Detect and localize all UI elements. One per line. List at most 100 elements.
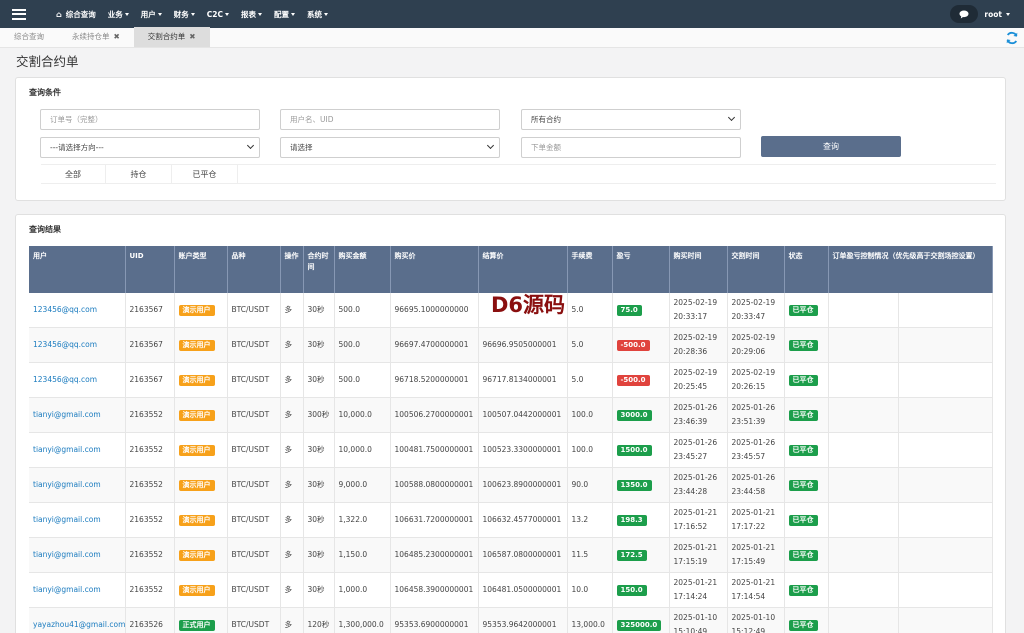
user-link[interactable]: 123456@qq.com (29, 362, 126, 398)
amount-input[interactable]: 下单金额 (521, 137, 741, 158)
settle-price-cell: 106632.4577000001 (478, 502, 568, 538)
query-panel: 查询条件 订单号（完整） 用户名、UID 所有合约 ---请选择方向--- 请选… (15, 77, 1006, 201)
chevron-down-icon (124, 12, 129, 16)
buy-time-cell: 2025-01-26 23:45:27 (669, 432, 728, 468)
account-type-cell: 演示用户 (174, 293, 228, 328)
control-cell (828, 397, 899, 433)
nav-item-5[interactable]: 报表 (241, 9, 262, 20)
user-link[interactable]: yayazhou41@gmail.com (29, 607, 126, 633)
table-row: 123456@qq.com 2163567 演示用户 BTC/USDT 多 30秒 500.… (29, 293, 993, 328)
direction-cell: 多 (280, 362, 304, 398)
filter-tab-1[interactable]: 持仓 (106, 165, 172, 183)
order-no-input[interactable]: 订单号（完整） (40, 109, 260, 130)
pnl-badge: -500.0 (616, 375, 650, 386)
column-header: 手续费 (567, 246, 613, 293)
direction-cell: 多 (280, 397, 304, 433)
table-body: 123456@qq.com 2163567 演示用户 BTC/USDT 多 30秒 500.… (29, 293, 993, 633)
status-badge: 已平仓 (788, 480, 818, 491)
tab-0[interactable]: 综合查询 (0, 27, 58, 47)
filter-tab-0[interactable]: 全部 (41, 165, 106, 183)
symbol-cell: BTC/USDT (227, 502, 281, 538)
buy-time-cell: 2025-02-19 20:33:17 (669, 293, 728, 328)
period-cell: 30秒 (303, 467, 335, 503)
symbol-cell: BTC/USDT (227, 293, 281, 328)
buy-price-cell: 96695.1000000000 (390, 293, 479, 328)
user-link[interactable]: tianyi@gmail.com (29, 537, 126, 573)
account-type-cell: 演示用户 (174, 432, 228, 468)
direction-cell: 多 (280, 467, 304, 503)
extra-cell (898, 327, 993, 363)
user-link[interactable]: tianyi@gmail.com (29, 502, 126, 538)
nav-item-0[interactable]: ⌂ 综合查询 (56, 9, 96, 20)
user-link[interactable]: 123456@qq.com (29, 293, 126, 328)
direction-cell: 多 (280, 537, 304, 573)
status-cell: 已平仓 (784, 467, 829, 503)
nav-item-7[interactable]: 系统 (307, 9, 328, 20)
tab-bar: 综合查询 永续持仓单 ✖ 交割合约单 ✖ (0, 27, 1024, 48)
nav-item-2[interactable]: 用户 (141, 9, 162, 20)
settle-time-cell: 2025-01-21 17:17:22 (727, 502, 785, 538)
direction-cell: 多 (280, 607, 304, 633)
table-row: tianyi@gmail.com 2163552 演示用户 BTC/USDT 多 30秒 1… (29, 572, 993, 608)
symbol-cell: BTC/USDT (227, 362, 281, 398)
user-menu[interactable]: root (984, 9, 1002, 19)
user-link[interactable]: tianyi@gmail.com (29, 397, 126, 433)
close-icon[interactable]: ✖ (189, 32, 196, 41)
control-cell (828, 467, 899, 503)
direction-cell: 多 (280, 293, 304, 328)
settle-time-cell: 2025-01-21 17:15:49 (727, 537, 785, 573)
nav-item-6[interactable]: 配置 (274, 9, 295, 20)
status-cell: 已平仓 (784, 327, 829, 363)
nav-item-label: 配置 (273, 9, 289, 19)
table-header-row: 用户 UID 账户类型 品种 操作 合约时间 购买金额 购买价 结算价 手续费 盈亏 购买时间 交割时间… (29, 246, 993, 293)
user-link[interactable]: tianyi@gmail.com (29, 432, 126, 468)
settle-time-cell: 2025-01-10 15:12:49 (727, 607, 785, 633)
account-type-cell: 演示用户 (174, 502, 228, 538)
fee-cell: 13.2 (567, 502, 613, 538)
chevron-down-icon (727, 113, 736, 122)
user-link[interactable]: tianyi@gmail.com (29, 572, 126, 608)
query-button[interactable]: 查询 (761, 136, 901, 157)
account-type-badge: 演示用户 (178, 515, 215, 526)
tab-2[interactable]: 交割合约单 ✖ (133, 27, 210, 47)
symbol-cell: BTC/USDT (227, 467, 281, 503)
control-cell (828, 432, 899, 468)
symbol-cell: BTC/USDT (227, 537, 281, 573)
user-link[interactable]: tianyi@gmail.com (29, 467, 126, 503)
close-icon[interactable]: ✖ (113, 32, 120, 41)
type-select[interactable]: 请选择 (280, 137, 500, 158)
menu-toggle-button[interactable] (0, 0, 38, 28)
amount-cell: 10,000.0 (334, 432, 391, 468)
tab-1[interactable]: 永续持仓单 ✖ (58, 27, 134, 47)
user-link[interactable]: 123456@qq.com (29, 327, 126, 363)
direction-select[interactable]: ---请选择方向--- (40, 137, 260, 158)
user-search-input[interactable]: 用户名、UID (280, 109, 500, 130)
table-row: tianyi@gmail.com 2163552 演示用户 BTC/USDT 多 30秒 1… (29, 432, 993, 468)
symbol-cell: BTC/USDT (227, 607, 281, 633)
nav-item-3[interactable]: 财务 (174, 9, 195, 20)
watermark-logo: D6源码 (491, 293, 566, 317)
column-header: 结算价 (478, 246, 568, 293)
pnl-cell: 172.5 (612, 537, 670, 573)
refresh-icon[interactable] (1005, 31, 1019, 45)
amount-cell: 1,150.0 (334, 537, 391, 573)
period-cell: 300秒 (303, 397, 335, 433)
filter-tab-2[interactable]: 已平仓 (172, 165, 238, 183)
fee-cell: 5.0 (567, 327, 613, 363)
column-header: 状态 (784, 246, 829, 293)
status-cell: 已平仓 (784, 502, 829, 538)
account-type-cell: 演示用户 (174, 397, 228, 433)
column-header: 购买时间 (669, 246, 728, 293)
chat-button[interactable] (950, 5, 979, 23)
nav-item-1[interactable]: 业务 (108, 9, 129, 20)
chevron-down-icon (157, 12, 162, 16)
nav-item-label: 系统 (306, 9, 322, 19)
contract-select[interactable]: 所有合约 (521, 109, 741, 130)
nav-item-4[interactable]: C2C (207, 10, 229, 19)
nav-item-label: C2C (206, 9, 223, 19)
amount-cell: 1,300,000.0 (334, 607, 391, 633)
status-badge: 已平仓 (788, 410, 818, 421)
settle-price-cell: 100507.0442000001 (478, 397, 568, 433)
account-type-badge: 演示用户 (178, 480, 215, 491)
pnl-cell: 150.0 (612, 572, 670, 608)
